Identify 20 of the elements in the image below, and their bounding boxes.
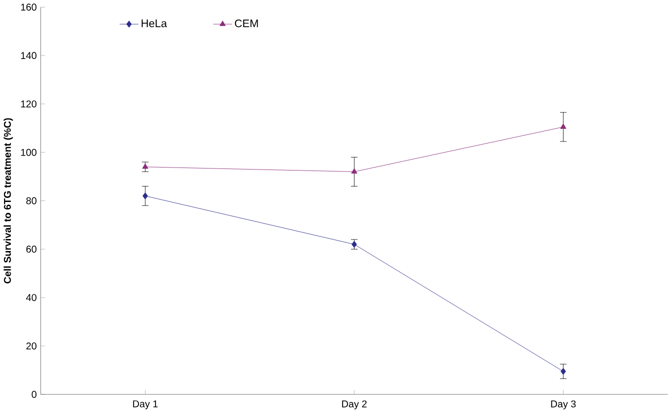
point xyxy=(142,163,148,169)
y-tick-label: 40 xyxy=(26,294,36,302)
y-tick-label: 120 xyxy=(21,100,36,108)
x-tick-label: Day 2 xyxy=(342,400,367,410)
y-tick-label: 100 xyxy=(21,148,36,156)
point xyxy=(560,368,566,375)
y-tick-label: 20 xyxy=(26,342,36,350)
point xyxy=(351,168,358,174)
x-tick-label: Day 3 xyxy=(551,400,576,410)
y-tick-label: 60 xyxy=(26,246,36,253)
y-tick-label: 160 xyxy=(21,4,36,11)
point xyxy=(142,192,148,200)
y-axis-title: Cell Survival to 6TG treatment (%C) xyxy=(4,118,13,284)
y-tick-label: 80 xyxy=(26,197,36,204)
y-tick-label: 0 xyxy=(32,390,36,398)
point xyxy=(560,123,566,129)
legend-label: CEM xyxy=(234,19,258,28)
legend-label: HeLa xyxy=(142,20,168,28)
y-tick-label: 140 xyxy=(21,52,36,60)
x-tick-label: Day 1 xyxy=(133,400,158,410)
